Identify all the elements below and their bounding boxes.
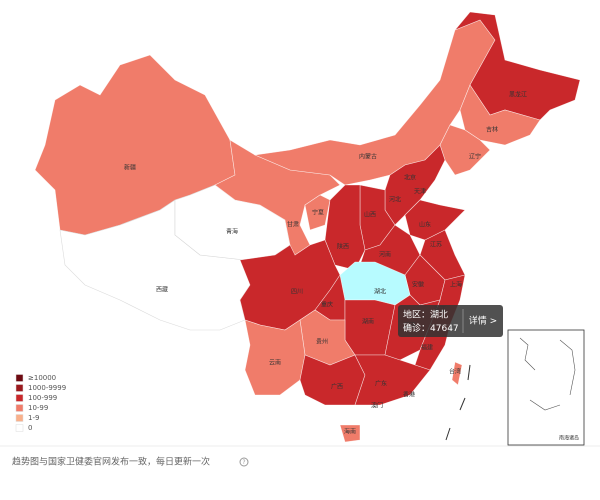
legend-swatch: [15, 384, 24, 392]
province-label: 内蒙古: [359, 153, 377, 161]
province-label: 宁夏: [312, 209, 324, 217]
tooltip-confirmed-value: 47647: [430, 324, 459, 334]
tooltip-confirmed-label: 确诊：: [403, 322, 430, 334]
province-label: 黑龙江: [509, 91, 527, 99]
inset-label: 南海诸岛: [559, 435, 579, 442]
legend-swatch: [15, 424, 24, 432]
map: 南海诸岛: [34, 11, 585, 446]
tooltip-detail[interactable]: 详情 >: [469, 315, 497, 327]
province[interactable]: [404, 199, 466, 241]
province-label: 河南: [379, 251, 391, 259]
legend-swatch: [15, 404, 24, 412]
help-icon[interactable]: [239, 457, 249, 467]
province[interactable]: [354, 354, 431, 406]
legend: ≥10000 1000-9999 100-999 10-99 1-9 0: [15, 374, 66, 432]
legend-label: 1-9: [28, 414, 39, 422]
province-label: 上海: [450, 281, 462, 289]
tooltip-confirmed: 确诊：47647: [403, 322, 459, 334]
province[interactable]: [454, 11, 581, 121]
legend-label: ≥10000: [28, 374, 56, 382]
legend-label: 10-99: [28, 404, 48, 412]
province[interactable]: [304, 194, 331, 231]
province-label: 广东: [375, 380, 387, 388]
province[interactable]: [451, 361, 463, 386]
help-icon-glyph[interactable]: ?: [242, 459, 245, 466]
province-label: 贵州: [316, 338, 328, 346]
province-label: 山西: [364, 211, 376, 219]
legend-label: 1000-9999: [28, 384, 66, 392]
province-label: 山东: [419, 221, 431, 229]
tooltip-region: 地区：湖北: [403, 309, 448, 321]
province-label: 安徽: [412, 281, 424, 289]
province-label: 重庆: [321, 301, 333, 309]
boundary-dashes: [445, 364, 471, 441]
province-label: 台湾: [449, 368, 461, 376]
province-label: 天津: [414, 189, 426, 196]
province-label: 香港: [403, 391, 415, 399]
province-label: 福建: [421, 344, 433, 352]
inset-box: [507, 329, 585, 446]
province-label: 湖北: [374, 288, 386, 296]
province[interactable]: [439, 124, 491, 176]
province-label: 北京: [404, 174, 416, 182]
province-label: 澳门: [371, 402, 383, 410]
province-label: 陕西: [337, 243, 349, 251]
province-label: 西藏: [156, 286, 168, 294]
province-label: 海南: [344, 428, 356, 436]
province-label: 新疆: [124, 164, 136, 172]
province[interactable]: [339, 424, 361, 443]
legend-label: 100-999: [28, 394, 57, 402]
province-label: 辽宁: [469, 153, 481, 161]
province-label: 河北: [389, 196, 401, 204]
footer-note: 趋势图与国家卫健委官网发布一致，每日更新一次: [12, 456, 210, 468]
province-label: 江苏: [430, 241, 442, 249]
province-label: 四川: [291, 289, 303, 296]
legend-label: 0: [28, 424, 32, 432]
tooltip: 地区：湖北 确诊：47647 详情 >: [398, 305, 503, 337]
province-label: 青海: [226, 228, 238, 236]
legend-swatch: [15, 414, 24, 422]
province[interactable]: [244, 319, 306, 396]
legend-swatch: [15, 394, 24, 402]
province-label: 湖南: [362, 318, 374, 326]
province-label: 云南: [269, 359, 281, 367]
inset-islands: [519, 337, 576, 411]
legend-swatch: [15, 374, 24, 382]
province-label: 甘肃: [287, 221, 299, 229]
province[interactable]: [459, 84, 541, 146]
province-label: 广西: [331, 383, 343, 391]
province-label: 吉林: [486, 126, 498, 134]
tooltip-box: [398, 305, 503, 337]
